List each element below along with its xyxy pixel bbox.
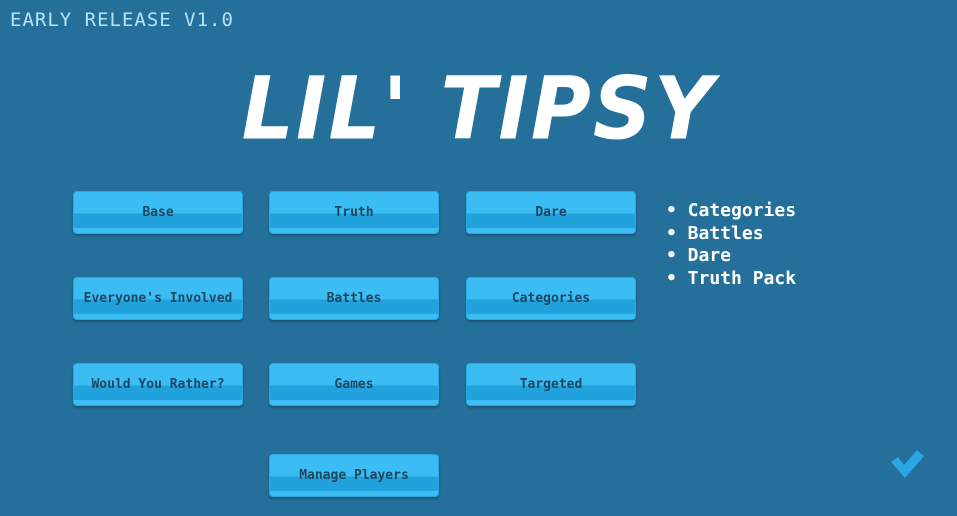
list-item: • Categories	[666, 200, 797, 221]
dare-button[interactable]: Dare	[466, 191, 636, 234]
targeted-button[interactable]: Targeted	[466, 363, 636, 406]
base-button[interactable]: Base	[73, 191, 243, 234]
battles-button[interactable]: Battles	[269, 277, 439, 320]
list-item: • Dare	[666, 245, 732, 266]
would-you-rather-button[interactable]: Would You Rather?	[73, 363, 243, 406]
checkmark-icon[interactable]	[888, 446, 928, 482]
selected-packs-list: • Categories • Battles • Dare • Truth Pa…	[666, 200, 796, 290]
games-button[interactable]: Games	[269, 363, 439, 406]
list-item: • Battles	[666, 222, 764, 244]
game-title-logo: LIL' TIPSY	[241, 59, 716, 160]
categories-button[interactable]: Categories	[466, 277, 636, 320]
truth-button[interactable]: Truth	[269, 191, 439, 234]
everyones-involved-button[interactable]: Everyone's Involved	[73, 277, 243, 320]
list-item: • Truth Pack	[666, 267, 797, 289]
version-label: EARLY RELEASE V1.0	[10, 9, 234, 31]
manage-players-button[interactable]: Manage Players	[269, 454, 439, 497]
